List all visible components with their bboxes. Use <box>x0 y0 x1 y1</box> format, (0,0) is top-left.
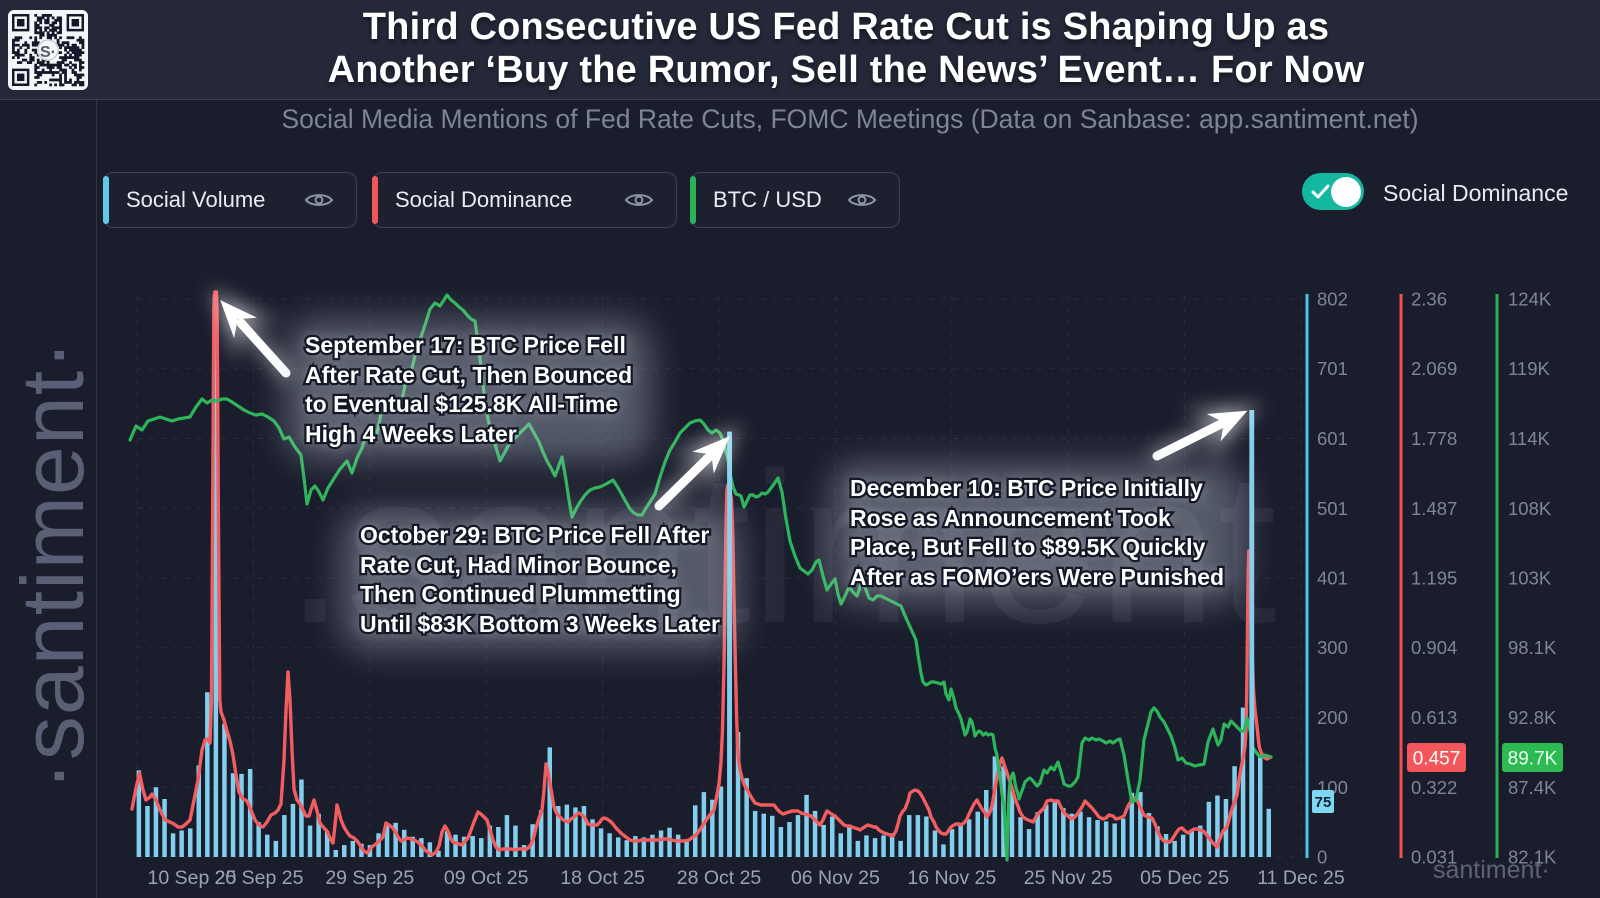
svg-text:28 Oct 25: 28 Oct 25 <box>677 867 762 889</box>
svg-text:0.457: 0.457 <box>1413 749 1461 770</box>
svg-text:05 Dec 25: 05 Dec 25 <box>1140 867 1229 889</box>
svg-text:501: 501 <box>1317 498 1348 519</box>
svg-text:1.487: 1.487 <box>1411 498 1457 519</box>
svg-text:10 Sep 25: 10 Sep 25 <box>148 867 237 889</box>
svg-text:0.613: 0.613 <box>1411 707 1457 728</box>
svg-text:2.36: 2.36 <box>1411 289 1447 310</box>
svg-text:18 Oct 25: 18 Oct 25 <box>560 867 645 889</box>
svg-text:0.904: 0.904 <box>1411 637 1457 658</box>
svg-text:25 Nov 25: 25 Nov 25 <box>1024 867 1113 889</box>
svg-text:119K: 119K <box>1508 358 1550 379</box>
svg-text:09 Oct 25: 09 Oct 25 <box>444 867 529 889</box>
svg-text:701: 701 <box>1317 358 1348 379</box>
svg-text:11 Dec 25: 11 Dec 25 <box>1257 867 1345 889</box>
svg-text:108K: 108K <box>1508 498 1552 519</box>
svg-text:0.322: 0.322 <box>1411 777 1457 798</box>
svg-text:06 Nov 25: 06 Nov 25 <box>791 867 880 889</box>
svg-text:601: 601 <box>1317 428 1348 449</box>
svg-text:114K: 114K <box>1508 428 1550 449</box>
svg-text:S·: S· <box>40 44 56 61</box>
svg-text:20 Sep 25: 20 Sep 25 <box>215 867 304 889</box>
svg-text:802: 802 <box>1317 289 1348 310</box>
svg-text:16 Nov 25: 16 Nov 25 <box>907 867 996 889</box>
svg-text:124K: 124K <box>1508 289 1552 310</box>
svg-text:89.7K: 89.7K <box>1508 749 1558 770</box>
svg-text:.santiment: .santiment <box>285 427 1277 668</box>
svg-text:200: 200 <box>1317 707 1348 728</box>
svg-text:0.031: 0.031 <box>1411 847 1457 868</box>
svg-text:98.1K: 98.1K <box>1508 637 1557 658</box>
svg-text:103K: 103K <box>1508 568 1552 589</box>
svg-text:82.1K: 82.1K <box>1508 847 1557 868</box>
svg-text:0: 0 <box>1317 847 1327 868</box>
svg-text:75: 75 <box>1315 794 1332 811</box>
svg-text:1.778: 1.778 <box>1411 428 1457 449</box>
svg-text:92.8K: 92.8K <box>1508 707 1557 728</box>
svg-text:2.069: 2.069 <box>1411 358 1457 379</box>
svg-text:401: 401 <box>1317 568 1348 589</box>
svg-text:300: 300 <box>1317 637 1348 658</box>
svg-text:29 Sep 25: 29 Sep 25 <box>325 867 414 889</box>
svg-text:1.195: 1.195 <box>1411 568 1457 589</box>
svg-text:87.4K: 87.4K <box>1508 777 1557 798</box>
